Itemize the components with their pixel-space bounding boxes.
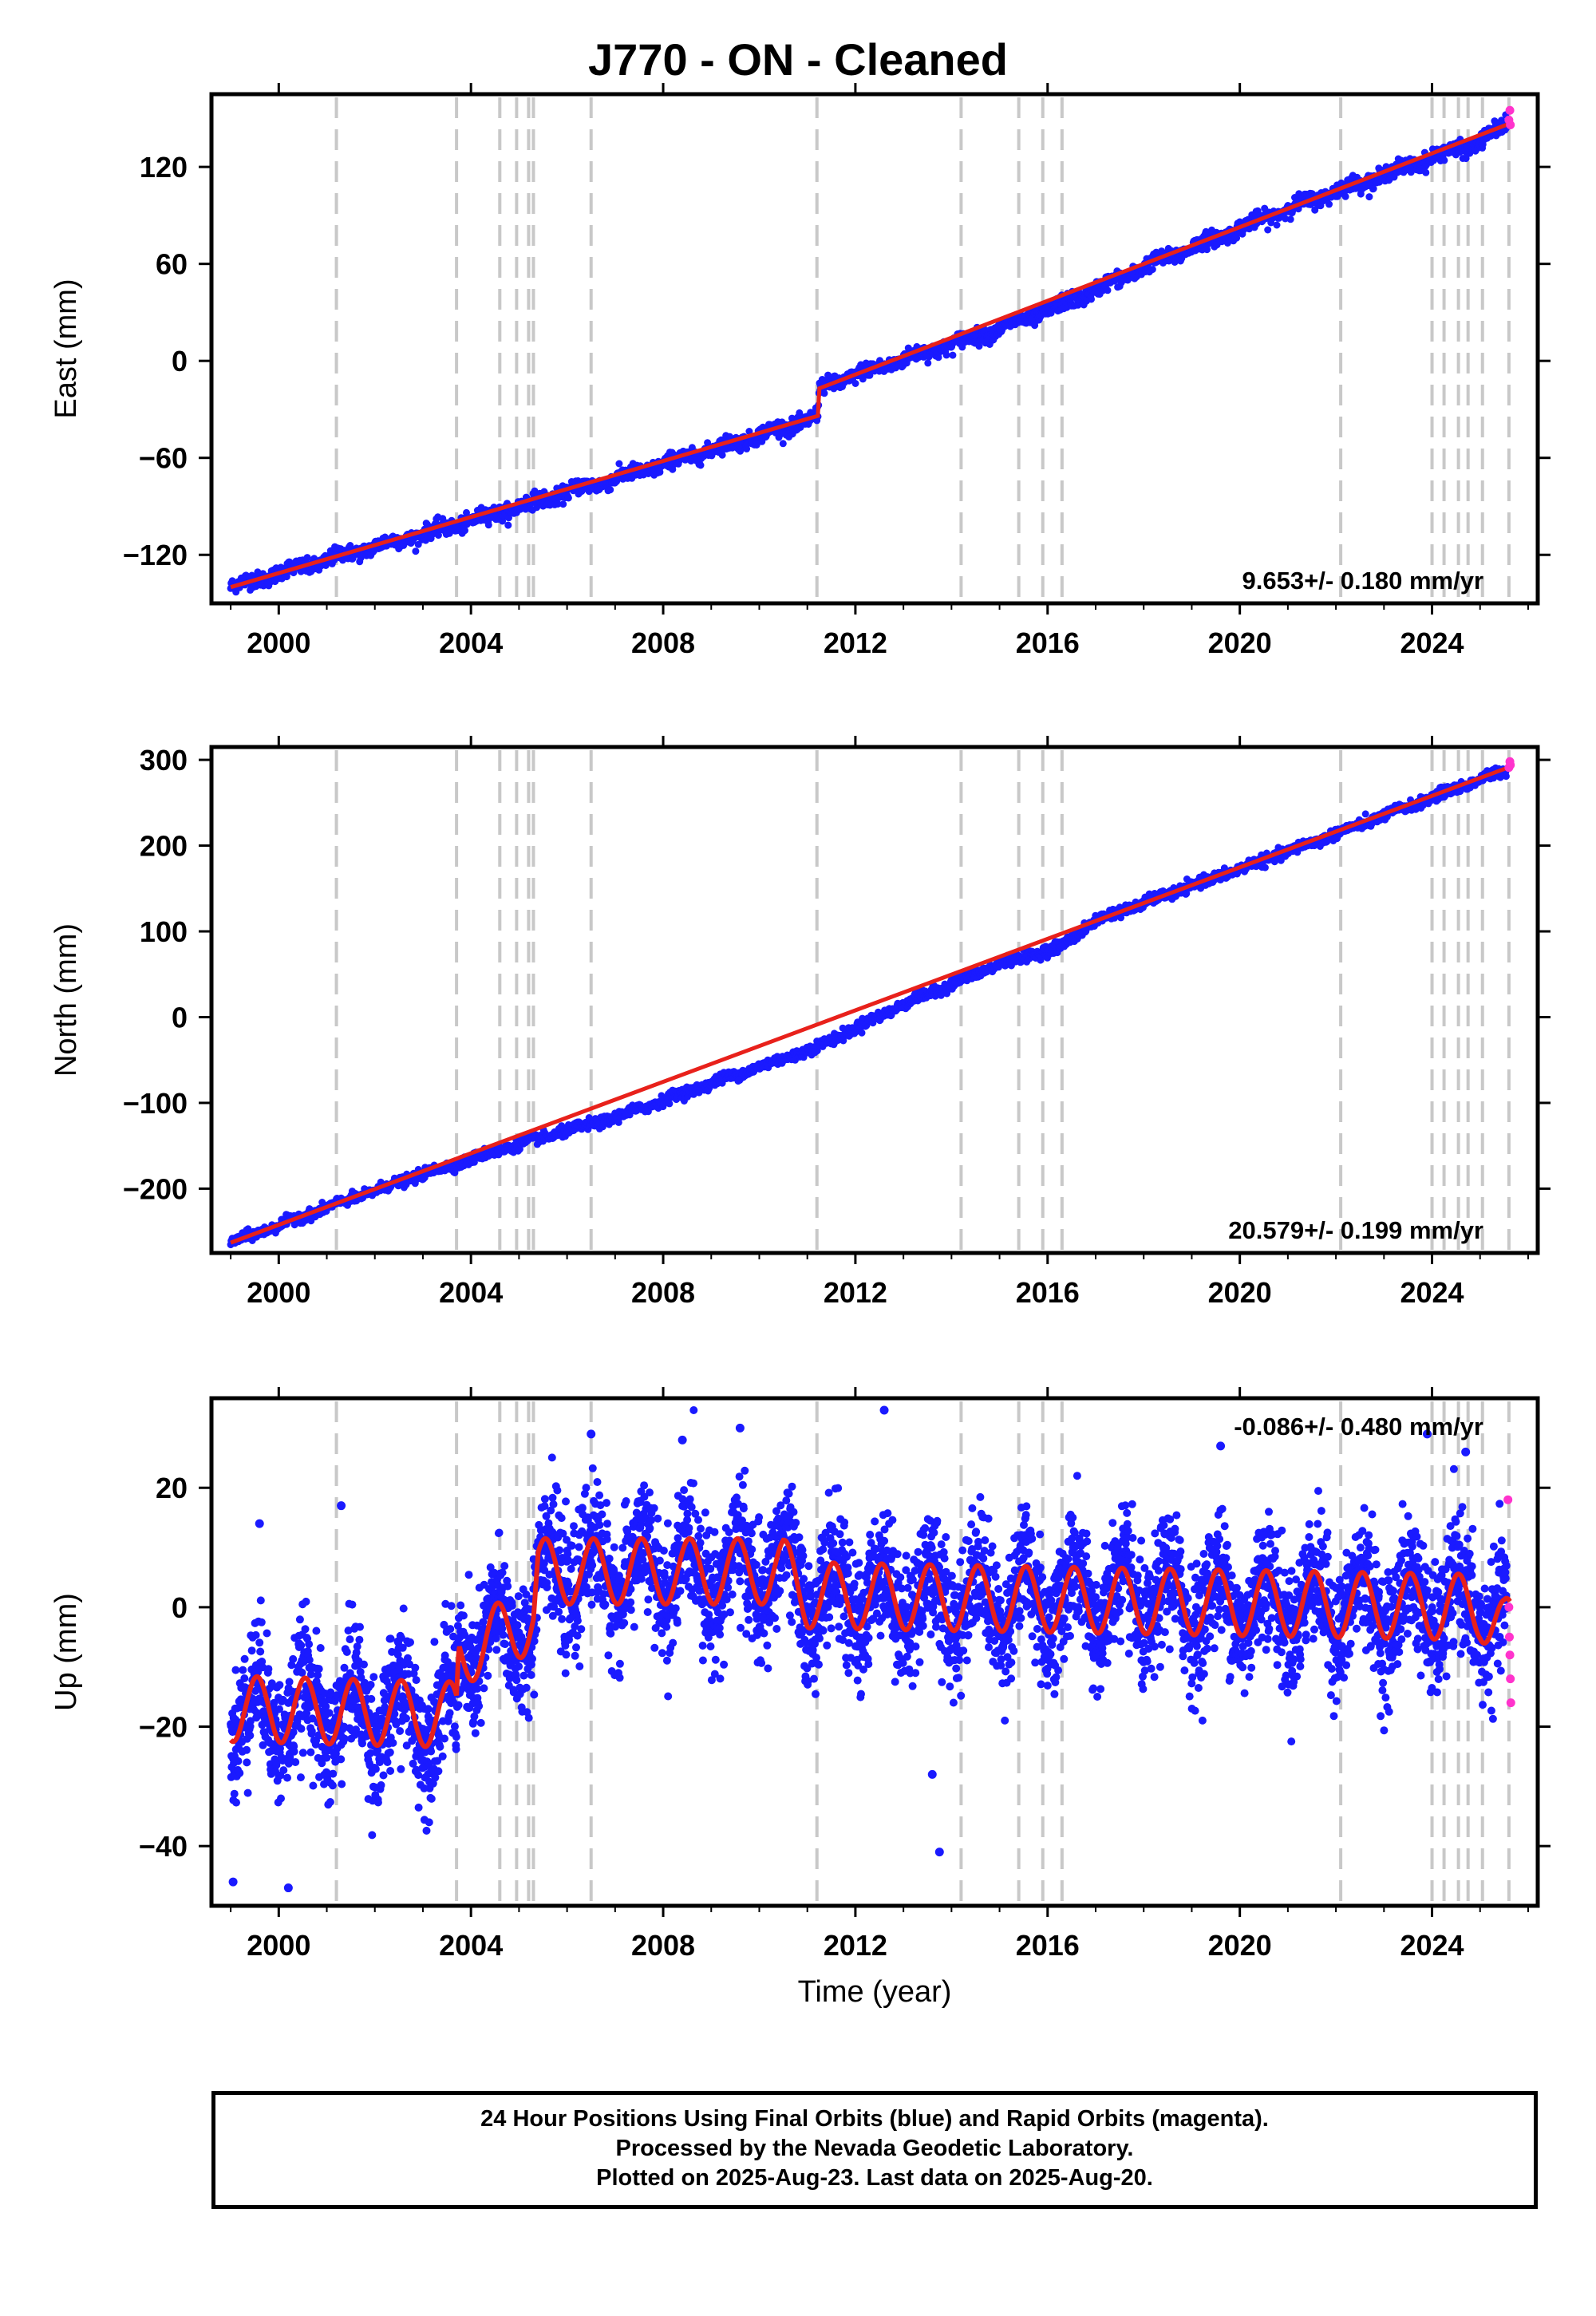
panel-east: 2000 2004 2008 2012 2016 2020 2024 120 60 0 −60 −12… <box>49 83 1551 659</box>
x-tick-label: 2024 <box>1400 626 1464 659</box>
final-orbit-point <box>346 542 354 549</box>
plot-frame <box>209 92 1540 606</box>
final-orbit-point <box>866 371 874 379</box>
final-orbit-point <box>1502 773 1510 781</box>
final-orbit-point <box>1088 295 1095 303</box>
final-orbit-points <box>227 111 1510 596</box>
final-orbit-point <box>924 359 932 367</box>
final-orbit-point <box>1325 200 1333 208</box>
y-tick-label: 0 <box>172 345 188 377</box>
final-orbit-point <box>606 486 614 494</box>
rapid-orbit-point <box>1505 105 1515 115</box>
final-orbit-point <box>851 380 859 387</box>
final-orbit-point <box>1462 155 1470 163</box>
figure-title: J770 - ON - Cleaned <box>588 34 1008 85</box>
x-tick-label: 2000 <box>247 626 310 659</box>
final-orbit-point <box>1422 168 1430 176</box>
rapid-orbit-points <box>1504 757 1515 773</box>
final-orbit-point <box>461 527 468 535</box>
final-orbit-point <box>470 1158 478 1166</box>
x-tick-label: 2016 <box>1016 1276 1080 1309</box>
y-axis-label: East (mm) <box>49 279 83 418</box>
final-orbit-point <box>1282 215 1290 223</box>
x-tick-label: 2020 <box>1208 1276 1272 1309</box>
x-tick-label: 2008 <box>631 626 695 659</box>
x-tick-label: 2020 <box>1208 626 1272 659</box>
x-tick-label: 2004 <box>439 1276 503 1309</box>
x-tick-label: 2024 <box>1400 1276 1464 1309</box>
final-orbit-point <box>554 500 562 508</box>
panel-north: 2000 2004 2008 2012 2016 2020 20243002001000−1… <box>49 736 1551 1309</box>
plot-frame <box>209 745 1540 1255</box>
final-orbit-point <box>463 508 470 516</box>
final-orbit-point <box>564 494 572 502</box>
final-orbit-point <box>779 440 787 448</box>
final-orbit-point <box>820 389 828 397</box>
rapid-orbit-points <box>1504 105 1515 129</box>
final-orbit-point <box>1341 192 1349 200</box>
final-orbit-point <box>484 521 492 529</box>
final-orbit-point <box>859 375 867 383</box>
final-orbit-point <box>504 521 512 529</box>
model-line <box>230 121 1511 590</box>
final-orbit-point <box>1220 864 1228 872</box>
final-orbit-point <box>656 468 664 476</box>
rapid-orbit-point <box>1506 120 1515 129</box>
y-tick-label: 120 <box>140 151 188 184</box>
model-line <box>230 765 1511 1245</box>
rate-label: 9.653+/- 0.180 mm/yr <box>1242 567 1483 595</box>
final-orbit-point <box>303 554 311 562</box>
final-orbit-point <box>434 532 442 539</box>
final-orbit-point <box>1273 221 1281 229</box>
final-orbit-point <box>718 451 726 459</box>
final-orbit-point <box>745 428 753 435</box>
final-orbit-point <box>949 351 957 359</box>
x-tick-label: 2016 <box>1016 626 1080 659</box>
final-orbit-point <box>451 1169 459 1176</box>
final-orbit-point <box>1104 287 1112 294</box>
final-orbit-point <box>858 1029 866 1037</box>
y-tick-label: −120 <box>123 539 188 571</box>
x-tick-label: 2000 <box>247 1276 310 1309</box>
final-orbit-point <box>505 514 512 522</box>
final-orbit-point <box>1369 184 1377 192</box>
final-orbit-point <box>697 461 705 469</box>
final-orbit-point <box>1148 266 1156 274</box>
final-orbit-point <box>1264 226 1272 234</box>
y-tick-label: 60 <box>156 248 188 281</box>
final-orbit-point <box>412 547 420 555</box>
x-tick-label: 2012 <box>824 1276 887 1309</box>
final-orbit-point <box>615 460 623 468</box>
final-orbit-point <box>1286 215 1294 223</box>
final-orbit-point <box>1203 246 1211 254</box>
final-orbit-point <box>1361 810 1369 818</box>
x-tick-label: 2008 <box>631 1276 695 1309</box>
x-tick-label: 2012 <box>824 626 887 659</box>
final-orbit-point <box>796 409 804 417</box>
y-tick-label: −60 <box>139 442 188 475</box>
final-orbit-point <box>559 500 567 508</box>
x-tick-label: 2004 <box>439 626 503 659</box>
final-orbit-point <box>1233 234 1241 242</box>
final-orbit-point <box>942 351 950 359</box>
final-orbit-point <box>666 1100 674 1108</box>
final-orbit-point <box>1261 864 1269 871</box>
final-orbit-point <box>1440 156 1448 164</box>
final-orbit-point <box>753 441 760 449</box>
final-orbit-point <box>1365 193 1373 201</box>
rapid-orbit-point <box>1506 761 1515 770</box>
